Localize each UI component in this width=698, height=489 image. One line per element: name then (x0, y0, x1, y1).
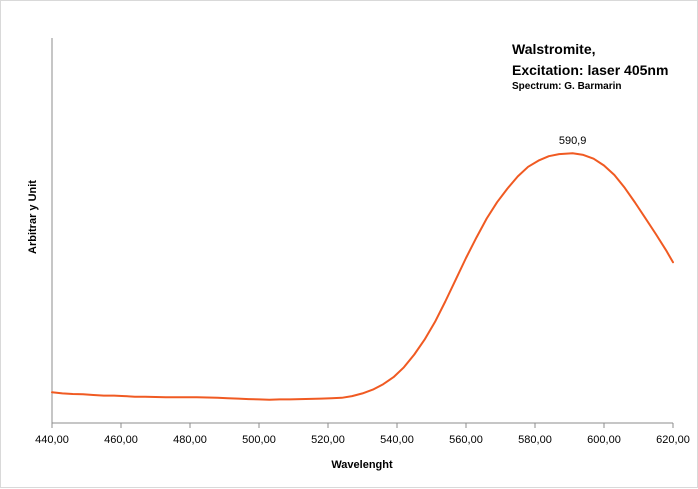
y-axis-label: Arbitrar y Unit (27, 180, 39, 254)
x-tick-label: 480,00 (173, 434, 207, 446)
x-tick-label: 620,00 (656, 434, 690, 446)
x-tick-label: 500,00 (242, 434, 276, 446)
chart-title-excitation: Excitation: laser 405nm (512, 62, 669, 78)
x-tick-label: 560,00 (449, 434, 483, 446)
x-tick-label: 580,00 (518, 434, 552, 446)
x-tick-label: 460,00 (104, 434, 138, 446)
x-tick-label: 440,00 (35, 434, 69, 446)
peak-label: 590,9 (559, 135, 587, 147)
chart-title: Walstromite, (512, 41, 596, 57)
x-tick-label: 600,00 (587, 434, 621, 446)
series-line-0 (51, 152, 674, 401)
x-tick-label: 520,00 (311, 434, 345, 446)
chart-subtitle: Spectrum: G. Barmarin (512, 81, 622, 92)
x-tick-label: 540,00 (380, 434, 414, 446)
x-axis-label: Wavelenght (331, 459, 393, 471)
